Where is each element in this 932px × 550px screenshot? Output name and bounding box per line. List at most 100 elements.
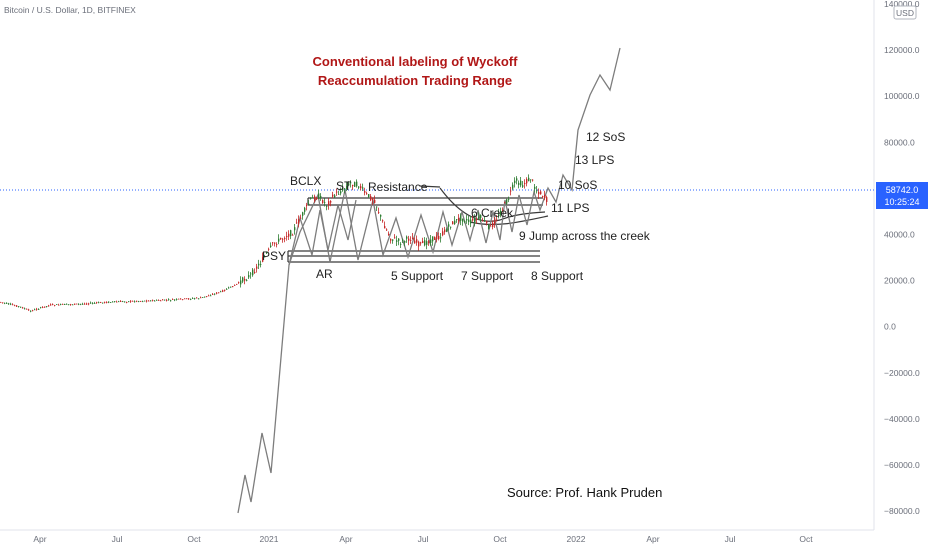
candle-body	[248, 275, 250, 278]
candle-body	[426, 241, 428, 245]
candle-body	[450, 226, 452, 228]
candle-body	[374, 199, 376, 203]
candle-body	[438, 235, 440, 240]
candle-body	[218, 292, 220, 294]
y-tick-label: 40000.0	[884, 230, 915, 240]
candle-body	[490, 225, 492, 227]
candle-body	[532, 179, 534, 181]
candle-body	[392, 239, 394, 241]
label-8-support: 8 Support	[531, 269, 584, 283]
candle-body	[250, 273, 252, 275]
candle-body	[460, 215, 462, 221]
candle-body	[346, 185, 348, 190]
y-tick-label: −60000.0	[884, 460, 920, 470]
candle-body	[170, 300, 172, 302]
candle-body	[502, 209, 504, 211]
candle-body	[350, 182, 352, 184]
candle-body	[358, 186, 360, 188]
candle-body	[224, 289, 226, 291]
label-bclx: BCLX	[290, 174, 321, 188]
candle-body	[290, 230, 292, 237]
candle-body	[104, 301, 106, 303]
candle-body	[234, 285, 236, 286]
currency-badge-box[interactable]	[893, 5, 917, 20]
candle-body	[446, 229, 448, 232]
candle-body	[546, 197, 548, 202]
candle-body	[416, 239, 418, 243]
candle-body	[150, 300, 152, 302]
candle-body	[120, 301, 122, 303]
candle-body	[166, 300, 168, 301]
candle-body	[484, 220, 486, 221]
candle-body	[462, 218, 464, 222]
candle-body	[240, 280, 242, 285]
candle-body	[52, 304, 54, 306]
candle-body	[342, 188, 344, 191]
candle-body	[366, 193, 368, 195]
x-tick-label: Apr	[33, 534, 46, 544]
candle-body	[516, 178, 518, 181]
candle-body	[412, 237, 414, 240]
x-axis-ticks: Apr Jul Oct 2021 Apr Jul Oct 2022 Apr Jul Oct	[33, 534, 813, 544]
candle-body	[464, 221, 466, 223]
candle-body	[468, 219, 470, 222]
label-st: ST	[336, 179, 352, 193]
candle-body	[84, 303, 86, 305]
candle-body	[36, 308, 38, 310]
candle-body	[402, 239, 404, 241]
candle-body	[54, 305, 56, 306]
candle-body	[32, 310, 34, 312]
candle-body	[138, 301, 140, 303]
candle-body	[212, 294, 214, 295]
candle-body	[172, 299, 174, 300]
candle-body	[214, 293, 216, 295]
candle-body	[442, 231, 444, 236]
candle-body	[100, 302, 102, 304]
candle-body	[232, 286, 234, 288]
candle-body	[474, 218, 476, 223]
candle-body	[276, 244, 278, 246]
candle-body	[390, 238, 392, 241]
candle-body	[226, 289, 228, 290]
source-note: Source: Prof. Hank Pruden	[507, 485, 662, 500]
candle-body	[326, 206, 328, 207]
candle-body	[0, 301, 2, 303]
candle-body	[222, 290, 224, 292]
candle-body	[136, 300, 138, 302]
label-psy: PSY	[262, 249, 286, 263]
y-axis-ticks: 140000.0120000.0100000.080000.060000.040…	[884, 0, 920, 516]
candle-body	[340, 191, 342, 194]
candle-body	[34, 309, 36, 311]
candle-body	[378, 212, 380, 213]
candle-body	[434, 236, 436, 240]
label-12-sos: 12 SoS	[586, 130, 625, 144]
candle-body	[372, 198, 374, 201]
candle-body	[38, 309, 40, 310]
current-price-tag: 58742.0 10:25:24	[876, 182, 928, 209]
candle-body	[496, 219, 498, 221]
candle-body	[132, 300, 134, 302]
wyckoff-projection-path	[237, 47, 621, 514]
candle-body	[444, 229, 446, 233]
candle-body	[90, 302, 92, 304]
candle-body	[188, 298, 190, 300]
candle-body	[246, 280, 248, 281]
candle-body	[400, 243, 402, 245]
candle-body	[58, 304, 60, 306]
candle-body	[178, 298, 180, 300]
x-tick-label: Jul	[112, 534, 123, 544]
candle-body	[196, 297, 198, 299]
candle-body	[368, 194, 370, 197]
y-tick-label: 100000.0	[884, 91, 920, 101]
candle-body	[72, 304, 74, 306]
x-tick-label: Oct	[799, 534, 813, 544]
candle-body	[424, 240, 426, 246]
candle-body	[152, 299, 154, 301]
candle-body	[102, 302, 104, 304]
candle-body	[280, 237, 282, 240]
candle-body	[488, 224, 490, 229]
currency-badge[interactable]: USD	[896, 8, 914, 18]
candle-body	[466, 218, 468, 221]
candle-body	[48, 305, 50, 307]
